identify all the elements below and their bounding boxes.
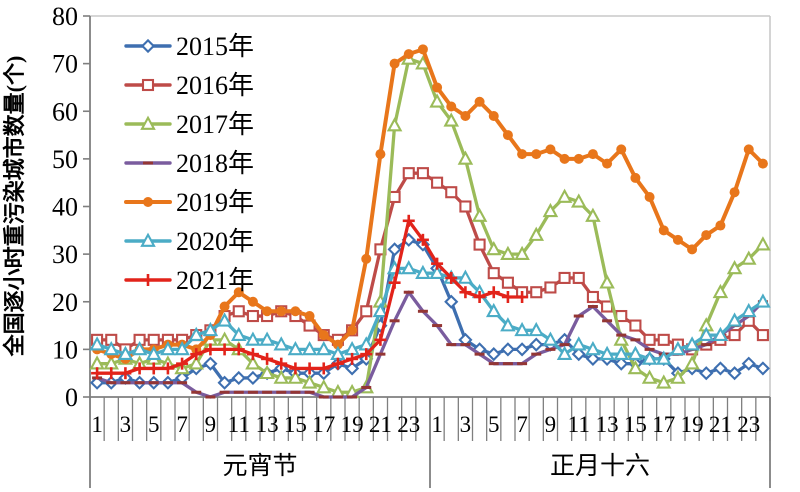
legend-item-2015: 2015年 [124,32,254,61]
x-tick-label: 23 [397,412,420,437]
x-tick-label: 9 [545,412,557,437]
y-tick-label: 50 [52,145,78,174]
legend-label: 2017年 [176,110,254,139]
y-axis-title: 全国逐小时重污染城市数量(个) [2,56,27,358]
x-tick-label: 1 [91,412,103,437]
x-tick-label: 21 [709,412,732,437]
day-group-label: 元宵节 [222,452,297,480]
x-tick-label: 9 [205,412,217,437]
y-tick-label: 80 [52,2,78,31]
x-tick-label: 15 [284,412,307,437]
y-tick-label: 0 [65,383,78,412]
y-tick-label: 60 [52,97,78,126]
x-tick-label: 7 [176,412,188,437]
x-tick-label: 3 [460,412,472,437]
legend-label: 2020年 [176,227,254,256]
x-tick-label: 19 [681,412,704,437]
series-2019 [92,44,768,364]
y-axis: 0 10 20 30 40 50 60 70 80 [52,2,90,412]
x-tick-label: 5 [488,412,500,437]
x-tick-label: 13 [596,412,619,437]
day-group-label: 正月十六 [550,452,650,480]
legend-item-2019: 2019年 [124,188,254,217]
x-tick-label: 19 [341,412,364,437]
x-tick-label: 17 [312,412,335,437]
x-tick-label: 15 [624,412,647,437]
legend-item-2021: 2021年 [124,266,254,295]
y-tick-label: 40 [52,193,78,222]
legend-label: 2016年 [176,71,254,100]
x-tick-label: 23 [737,412,760,437]
legend-item-2018: 2018年 [124,149,254,178]
y-tick-label: 70 [52,50,78,79]
y-tick-label: 10 [52,335,78,364]
x-tick-label: 11 [568,412,590,437]
legend-item-2017: 2017年 [124,110,254,139]
x-tick-label: 5 [148,412,160,437]
legend-label: 2018年 [176,149,254,178]
legend-item-2020: 2020年 [124,227,254,256]
y-tick-label: 20 [52,288,78,317]
legend-item-2016: 2016年 [124,71,254,100]
plot-border [90,15,771,397]
x-tick-label: 1 [431,412,443,437]
x-tick-label: 3 [120,412,132,437]
x-tick-label: 13 [256,412,279,437]
legend-label: 2021年 [176,266,254,295]
x-tick-label: 21 [369,412,392,437]
legend-label: 2015年 [176,32,254,61]
x-tick-label: 17 [652,412,675,437]
x-tick-label: 7 [516,412,528,437]
legend-label: 2019年 [176,188,254,217]
legend: 2015年 2016年 2017年 2018年 2019年 2020年 2021年 [124,32,254,295]
x-tick-label: 11 [228,412,250,437]
y-tick-label: 30 [52,240,78,269]
series-2021 [91,214,529,380]
